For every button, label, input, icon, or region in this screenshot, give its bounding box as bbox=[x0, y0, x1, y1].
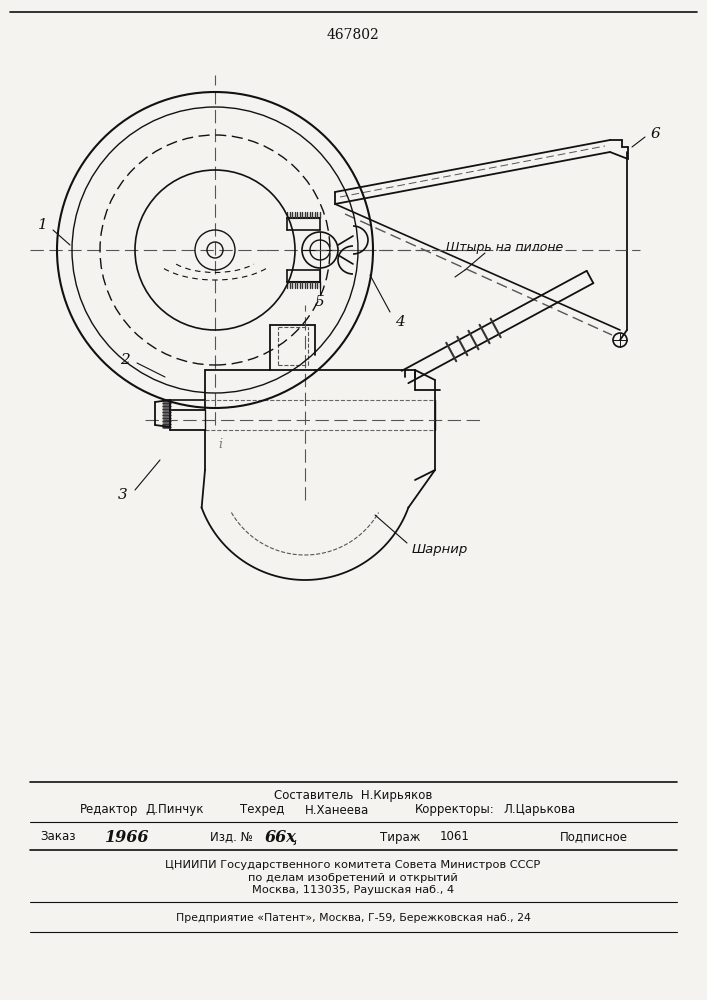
Text: Редактор: Редактор bbox=[80, 804, 139, 816]
Text: Тираж: Тираж bbox=[380, 830, 421, 844]
Text: Заказ: Заказ bbox=[40, 830, 76, 844]
Text: Шарнир: Шарнир bbox=[412, 544, 468, 556]
Text: Д.Пинчук: Д.Пинчук bbox=[145, 804, 204, 816]
Text: 3: 3 bbox=[118, 488, 128, 502]
Text: 4: 4 bbox=[395, 315, 405, 329]
Text: 66ҳ: 66ҳ bbox=[265, 828, 297, 846]
Text: 2: 2 bbox=[120, 353, 130, 367]
Text: Н.Ханеева: Н.Ханеева bbox=[305, 804, 369, 816]
Text: Москва, 113035, Раушская наб., 4: Москва, 113035, Раушская наб., 4 bbox=[252, 885, 454, 895]
Text: Корректоры:: Корректоры: bbox=[415, 804, 495, 816]
Text: 6: 6 bbox=[650, 127, 660, 141]
Text: 467802: 467802 bbox=[327, 28, 380, 42]
Text: i: i bbox=[218, 438, 222, 452]
Text: 1061: 1061 bbox=[440, 830, 470, 844]
Text: Штырь на пилоне: Штырь на пилоне bbox=[446, 240, 563, 253]
Text: 1966: 1966 bbox=[105, 828, 149, 846]
Text: 5: 5 bbox=[315, 295, 325, 309]
Text: Предприятие «Патент», Москва, Г-59, Бережковская наб., 24: Предприятие «Патент», Москва, Г-59, Бере… bbox=[175, 913, 530, 923]
Text: Л.Царькова: Л.Царькова bbox=[503, 804, 575, 816]
Text: Составитель  Н.Кирьяков: Составитель Н.Кирьяков bbox=[274, 788, 432, 802]
Text: 1: 1 bbox=[38, 218, 48, 232]
Text: ЦНИИПИ Государственного комитета Совета Министров СССР: ЦНИИПИ Государственного комитета Совета … bbox=[165, 860, 541, 870]
Text: Изд. №: Изд. № bbox=[210, 830, 253, 844]
Text: по делам изобретений и открытий: по делам изобретений и открытий bbox=[248, 873, 458, 883]
Text: Подписное: Подписное bbox=[560, 830, 628, 844]
Text: Техред: Техред bbox=[240, 804, 284, 816]
